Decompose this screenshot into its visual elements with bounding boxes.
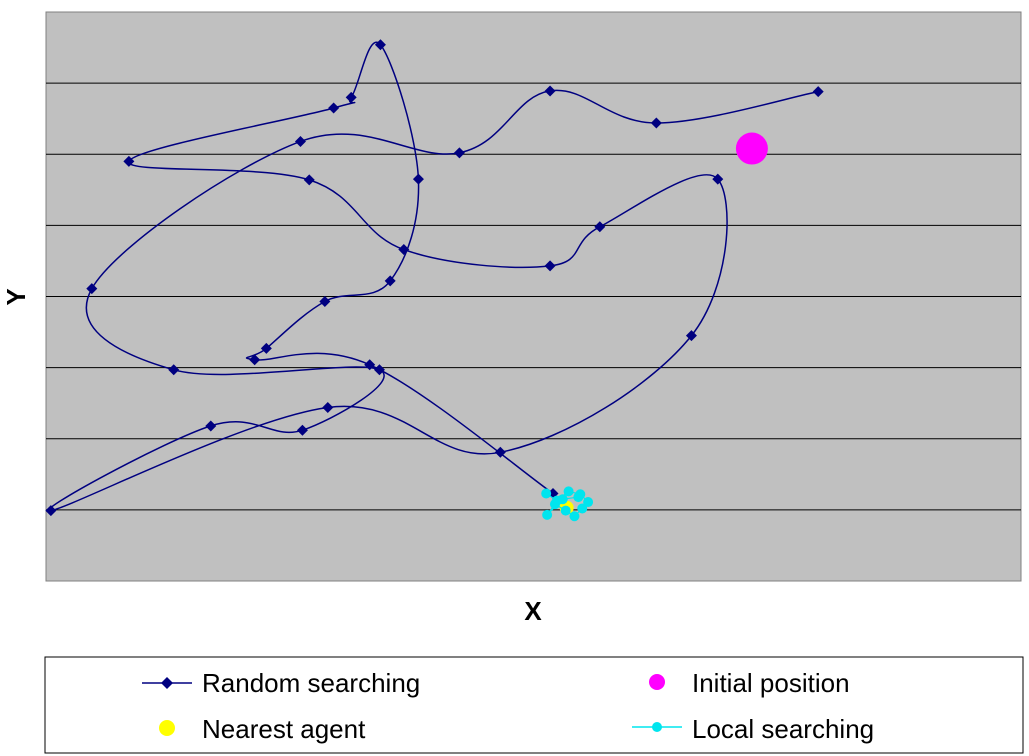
data-point-random-searching — [712, 173, 724, 185]
legend-label-nearest-agent: Nearest agent — [202, 714, 366, 744]
data-point-random-searching — [260, 342, 272, 354]
series-line-random-searching — [47, 41, 819, 512]
data-point-random-searching — [296, 424, 308, 436]
data-point-local-searching — [573, 492, 584, 503]
data-point-random-searching — [494, 446, 506, 458]
x-axis-label: X — [524, 596, 542, 626]
data-point-local-searching — [549, 499, 560, 510]
legend-label-local-searching: Local searching — [692, 714, 874, 744]
data-point-random-searching — [294, 135, 306, 147]
data-point-local-searching — [563, 486, 574, 497]
data-point-random-searching — [205, 420, 217, 432]
data-point-random-searching — [544, 85, 556, 97]
data-point-random-searching — [453, 147, 465, 159]
legend-item-initial-position: Initial position — [649, 668, 850, 698]
data-point-random-searching — [398, 244, 410, 256]
data-point-random-searching — [364, 359, 376, 371]
data-point-random-searching — [249, 354, 261, 366]
data-point-local-searching — [569, 511, 580, 522]
data-point-random-searching — [412, 173, 424, 185]
data-point-random-searching — [303, 174, 315, 186]
legend-marker-local-searching — [652, 722, 662, 732]
legend-marker-initial-position — [649, 674, 665, 690]
legend-box — [44, 656, 1024, 754]
legend-item-nearest-agent: Nearest agent — [159, 714, 366, 744]
legend-label-initial-position: Initial position — [692, 668, 850, 698]
data-point-random-searching — [328, 102, 340, 114]
data-point-random-searching — [168, 364, 180, 376]
data-point-local-searching — [542, 509, 553, 520]
data-point-random-searching — [86, 283, 98, 295]
grid-lines — [46, 82, 1021, 511]
data-point-random-searching — [812, 86, 824, 98]
legend-item-random-searching: Random searching — [142, 668, 420, 698]
data-point-random-searching — [373, 364, 385, 376]
data-point-random-searching — [322, 401, 334, 413]
series-layer — [45, 39, 824, 522]
data-point-random-searching — [345, 91, 357, 103]
data-point-random-searching — [319, 295, 331, 307]
legend-marker-nearest-agent — [159, 720, 175, 736]
data-point-random-searching — [123, 155, 135, 167]
data-point-local-searching — [583, 497, 594, 508]
data-point-random-searching — [384, 275, 396, 287]
y-axis-label: Y — [1, 288, 31, 305]
data-point-random-searching — [544, 260, 556, 272]
data-point-random-searching — [374, 39, 386, 51]
data-point-random-searching — [650, 117, 662, 129]
data-point-random-searching — [594, 221, 606, 233]
data-point-random-searching — [685, 330, 697, 342]
data-point-local-searching — [541, 488, 552, 499]
data-point-local-searching — [557, 494, 568, 505]
data-point-local-searching — [560, 505, 571, 516]
data-point-local-searching — [577, 503, 588, 514]
legend-marker-random-searching — [161, 677, 173, 689]
data-point-initial-position — [735, 132, 768, 165]
data-point-random-searching — [45, 505, 57, 517]
legend-label-random-searching: Random searching — [202, 668, 420, 698]
legend-item-local-searching: Local searching — [632, 714, 874, 744]
